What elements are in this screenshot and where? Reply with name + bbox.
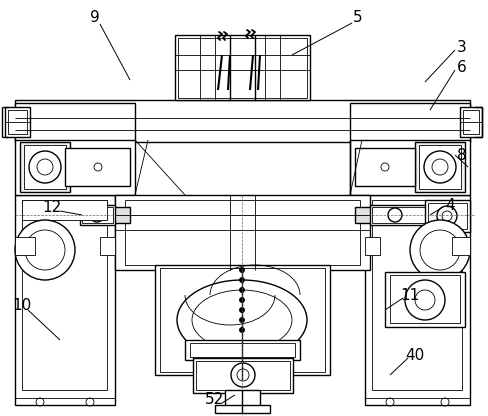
Circle shape	[386, 398, 394, 406]
Bar	[22, 200, 107, 220]
Bar	[365, 195, 470, 405]
Text: 6: 6	[457, 60, 467, 75]
Bar	[463, 110, 479, 134]
Circle shape	[437, 206, 457, 226]
Bar	[350, 140, 470, 195]
Circle shape	[37, 159, 53, 175]
Circle shape	[410, 220, 470, 280]
Text: 3: 3	[457, 40, 467, 55]
Circle shape	[405, 280, 445, 320]
Bar	[175, 35, 310, 100]
Ellipse shape	[177, 280, 307, 360]
Circle shape	[15, 220, 75, 280]
Bar	[225, 390, 260, 406]
Circle shape	[29, 151, 61, 183]
Bar	[100, 237, 115, 255]
Text: 40: 40	[406, 347, 425, 362]
Bar	[125, 200, 360, 265]
Circle shape	[442, 211, 452, 221]
Bar	[390, 275, 460, 323]
Bar	[160, 268, 325, 372]
Bar	[15, 195, 115, 405]
Text: 10: 10	[12, 297, 32, 312]
Bar	[5, 107, 30, 137]
Circle shape	[36, 398, 44, 406]
Bar	[355, 207, 373, 223]
Circle shape	[240, 287, 244, 292]
Bar	[82, 207, 113, 223]
Circle shape	[25, 230, 65, 270]
Circle shape	[240, 277, 244, 282]
Bar	[350, 103, 470, 141]
Circle shape	[240, 327, 244, 332]
Bar	[385, 272, 465, 327]
Bar	[15, 100, 470, 142]
Circle shape	[441, 398, 449, 406]
Circle shape	[90, 208, 104, 222]
Bar	[65, 148, 130, 186]
Bar	[365, 237, 380, 255]
Circle shape	[240, 307, 244, 312]
Bar	[115, 195, 370, 270]
Bar	[112, 207, 130, 223]
Circle shape	[381, 163, 389, 171]
Bar	[15, 103, 135, 141]
Text: 5: 5	[353, 10, 363, 25]
Bar	[15, 237, 35, 255]
Circle shape	[240, 267, 244, 272]
Bar	[193, 358, 293, 393]
Bar	[178, 38, 307, 98]
Bar	[190, 343, 295, 357]
Bar	[419, 145, 461, 189]
Circle shape	[415, 290, 435, 310]
Bar	[372, 207, 428, 223]
Circle shape	[420, 230, 460, 270]
Bar	[355, 148, 415, 186]
Text: 12: 12	[42, 201, 61, 215]
Circle shape	[240, 317, 244, 322]
Circle shape	[94, 163, 102, 171]
Circle shape	[432, 159, 448, 175]
Text: 4: 4	[445, 198, 455, 213]
Text: 11: 11	[400, 287, 420, 302]
Bar	[22, 200, 107, 390]
Circle shape	[240, 297, 244, 302]
Bar	[425, 200, 470, 232]
Bar	[185, 340, 300, 360]
Bar	[20, 142, 70, 192]
Circle shape	[86, 398, 94, 406]
Bar	[15, 140, 135, 195]
Text: 9: 9	[90, 10, 100, 25]
Bar	[196, 361, 290, 390]
Bar	[460, 107, 482, 137]
Circle shape	[237, 369, 249, 381]
Bar	[372, 200, 462, 390]
Bar	[452, 237, 470, 255]
Bar	[80, 205, 115, 225]
Circle shape	[424, 151, 456, 183]
Bar	[415, 142, 465, 192]
Bar	[370, 205, 430, 225]
Bar	[215, 405, 270, 413]
Ellipse shape	[192, 290, 292, 350]
Circle shape	[388, 208, 402, 222]
Bar	[8, 110, 27, 134]
Bar	[24, 145, 66, 189]
Bar	[428, 203, 467, 229]
Circle shape	[231, 363, 255, 387]
Bar	[155, 265, 330, 375]
Text: 52: 52	[205, 393, 224, 408]
Text: 8: 8	[457, 148, 467, 163]
